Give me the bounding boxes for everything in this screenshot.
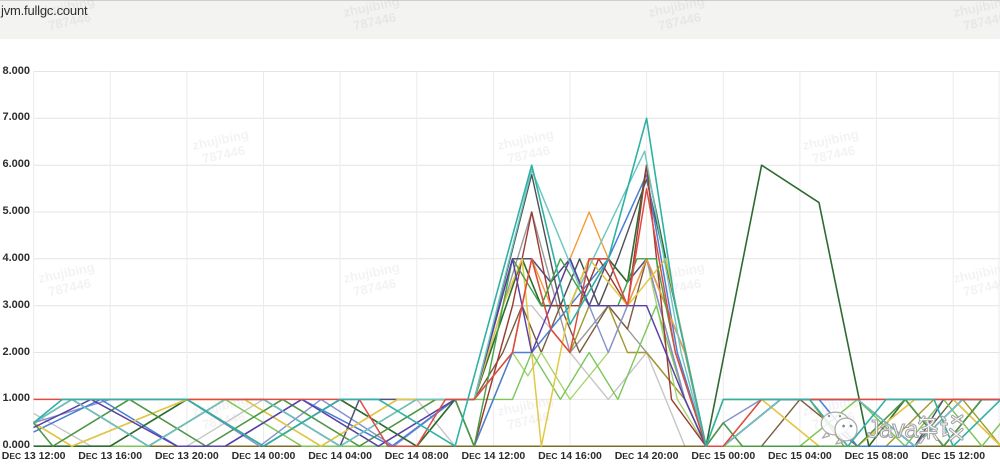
svg-text:Java: Java xyxy=(867,416,918,444)
